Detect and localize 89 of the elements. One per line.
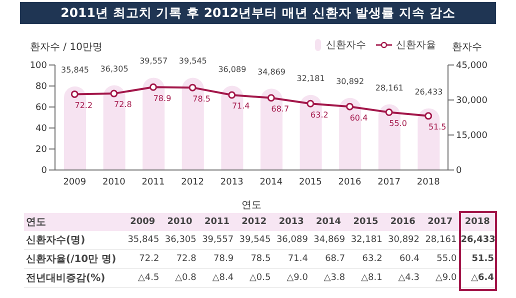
data-label: 51.5 (428, 122, 446, 132)
y-tick-label: 60 (36, 103, 48, 114)
data-label: 78.5 (192, 94, 210, 104)
point (228, 91, 236, 99)
data-label: 72.8 (114, 100, 132, 110)
text: △9.0 (286, 272, 309, 285)
y-tick-label: 100 (30, 61, 48, 72)
x-tick-label: 2018 (416, 177, 440, 188)
point (306, 100, 314, 108)
text: 72.2 (139, 254, 160, 264)
data-label: 72.2 (74, 100, 93, 110)
data-label: 68.7 (271, 104, 290, 114)
text: △0.8 (174, 272, 198, 285)
x-tick-label: 2011 (142, 177, 165, 188)
text: △8.4 (211, 272, 235, 285)
data-label: 34,869 (258, 68, 286, 77)
y-tick-label: 80 (36, 82, 48, 92)
text: 78.5 (250, 254, 271, 264)
text: 60.4 (399, 254, 420, 264)
data-label: 36,305 (100, 64, 128, 74)
x-tick-label: 2014 (260, 177, 283, 188)
text: 78.9 (214, 254, 234, 264)
x-tick-label: 2009 (63, 177, 86, 188)
data-label: 39,557 (140, 56, 168, 66)
data-label: 55.0 (389, 118, 407, 128)
text: 신환자율(/10만 명) (25, 253, 118, 267)
y-tick-label: 0 (41, 166, 48, 176)
text: △6.4 (470, 272, 495, 285)
point (424, 112, 432, 120)
point (70, 90, 78, 98)
text: 34,869 (314, 235, 346, 245)
text: 36,089 (276, 235, 308, 245)
y-axis-title: 환자수 / 10만명 (30, 41, 102, 54)
data-label: 28,161 (375, 83, 404, 92)
x-tick-label: 2015 (298, 177, 322, 188)
data-label: 71.4 (232, 102, 250, 111)
point (385, 108, 393, 116)
data-label: 36,089 (218, 64, 246, 74)
text: △3.8 (322, 272, 346, 285)
data-label: 26,433 (414, 87, 443, 96)
text: △4.5 (136, 272, 160, 285)
text: 63.2 (362, 254, 382, 264)
data-label: 35,845 (61, 65, 89, 74)
y2-axis-title: 환자수 (452, 41, 482, 54)
x-tick-label: 2010 (102, 177, 126, 188)
text: △8.1 (360, 272, 384, 285)
chart-title: 2011년 최고치 기록 후 2012년부터 매년 신환자 발생률 지속 감소 (20, 2, 496, 24)
legend-label: 신환자율 (395, 39, 436, 52)
data-label: 32,181 (296, 74, 325, 83)
text: 39,557 (202, 235, 234, 245)
x-tick-label: 2012 (181, 177, 204, 188)
x-tick-label: 2013 (220, 177, 244, 188)
y2-tick-label: 15,000 (456, 131, 488, 142)
data-label: 39,545 (178, 56, 207, 66)
text: △4.3 (397, 272, 420, 285)
data-label: 30,892 (336, 76, 364, 86)
text: 전년대비증감(%) (25, 272, 106, 286)
x-tick-label: 2017 (378, 177, 401, 188)
text: 55.0 (436, 254, 457, 264)
text: 36,305 (164, 235, 196, 245)
text: 68.7 (325, 254, 346, 264)
point (110, 90, 118, 98)
text: 51.5 (472, 254, 494, 264)
point (188, 84, 196, 92)
y-tick-label: 40 (36, 124, 48, 134)
text: 신환자수(명) (25, 234, 86, 248)
x-tick-label: 2016 (338, 177, 362, 188)
text: 72.8 (176, 254, 196, 264)
text: 28,161 (425, 235, 457, 245)
text: 39,545 (239, 235, 271, 245)
y-tick-label: 20 (36, 145, 48, 156)
text: 32,181 (350, 235, 382, 245)
point (150, 83, 157, 91)
y2-tick-label: 0 (456, 166, 462, 176)
data-label: 78.9 (153, 94, 172, 103)
point (267, 94, 275, 102)
text: 71.4 (288, 254, 308, 264)
text: △9.0 (434, 272, 458, 285)
text: △0.5 (248, 272, 272, 285)
text: 30,892 (388, 235, 420, 245)
y2-tick-label: 30,000 (456, 96, 488, 106)
legend-label: 신환자수 (325, 39, 366, 52)
data-label: 60.4 (350, 113, 368, 122)
y2-tick-label: 45,000 (456, 61, 488, 72)
text: 26,433 (460, 235, 496, 245)
point (346, 102, 354, 110)
text: 35,845 (128, 235, 160, 245)
data-label: 63.2 (310, 110, 328, 120)
x-axis-title: 연도 (242, 200, 262, 211)
